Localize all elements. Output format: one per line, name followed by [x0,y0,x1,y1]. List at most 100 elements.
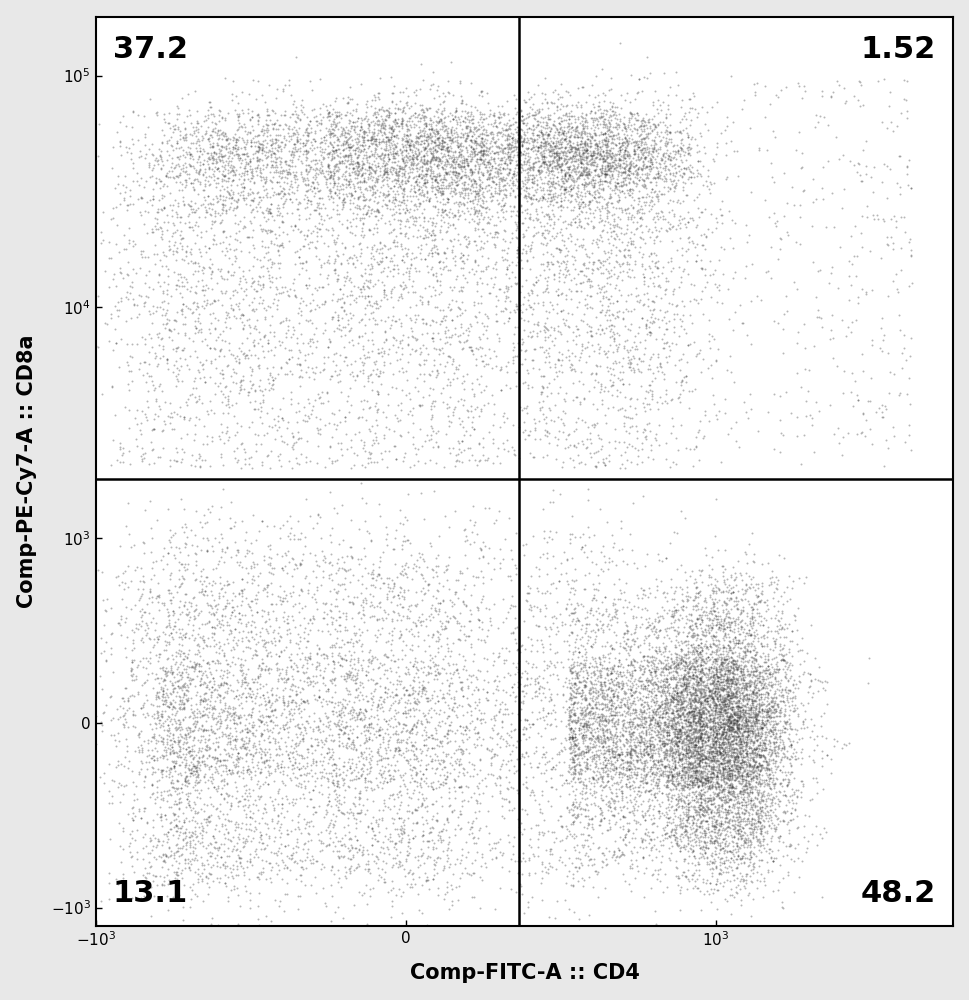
Point [738,747,754,763]
Point [690,746,705,762]
Point [721,815,736,831]
Point [448,447,463,463]
Point [576,171,591,187]
Point [423,312,439,328]
Point [698,640,713,656]
Point [754,669,769,685]
Point [603,189,618,205]
Point [210,163,226,179]
Point [685,728,701,744]
Point [641,166,656,182]
Point [632,717,647,733]
Point [351,753,366,769]
Point [302,159,318,175]
Point [360,746,376,762]
Point [620,664,636,680]
Point [244,103,260,119]
Point [593,198,609,214]
Point [609,193,624,209]
Point [118,139,134,155]
Point [634,803,649,819]
Point [470,203,485,219]
Point [823,265,838,281]
Point [635,725,650,741]
Point [185,723,201,739]
Point [498,301,514,317]
Point [763,723,778,739]
Point [681,728,697,744]
Point [710,697,726,713]
Point [398,127,414,143]
Point [891,148,906,164]
Point [141,279,157,295]
Point [185,751,201,767]
Point [626,158,641,174]
Point [224,256,239,272]
Point [269,588,285,604]
Point [243,624,259,640]
Point [765,123,780,139]
Point [581,682,597,698]
Point [215,224,231,240]
Point [441,901,456,917]
Point [229,861,244,877]
Point [238,745,254,761]
Point [359,652,375,668]
Point [516,414,532,430]
Point [177,130,193,146]
Point [241,319,257,335]
Point [283,658,298,674]
Point [754,664,769,680]
Point [685,212,701,228]
Point [462,161,478,177]
Point [653,693,669,709]
Point [654,146,670,162]
Point [359,108,374,124]
Point [401,864,417,880]
Point [713,681,729,697]
Point [721,680,736,696]
Point [725,796,740,812]
Point [521,261,537,277]
Point [281,351,297,367]
Point [725,689,740,705]
Point [267,134,283,150]
Point [550,149,566,165]
Point [254,383,269,399]
Point [668,773,683,789]
Point [453,391,468,407]
Point [160,295,175,311]
Point [655,714,671,730]
Point [666,605,681,621]
Point [672,661,687,677]
Point [529,117,545,133]
Point [788,734,803,750]
Point [554,352,570,368]
Point [599,856,614,872]
Point [521,206,537,222]
Point [663,718,678,734]
Point [673,751,689,767]
Point [446,779,461,795]
Point [596,810,611,826]
Point [652,726,668,742]
Point [586,691,602,707]
Point [703,663,719,679]
Point [572,152,587,168]
Point [292,368,307,384]
Point [744,830,760,846]
Point [509,249,524,265]
Point [660,195,675,211]
Point [527,269,543,285]
Point [748,707,764,723]
Point [278,565,294,581]
Point [745,595,761,611]
Point [255,687,270,703]
Point [277,103,293,119]
Point [257,175,272,191]
Point [322,815,337,831]
Point [714,820,730,836]
Point [401,598,417,614]
Point [570,808,585,824]
Point [599,161,614,177]
